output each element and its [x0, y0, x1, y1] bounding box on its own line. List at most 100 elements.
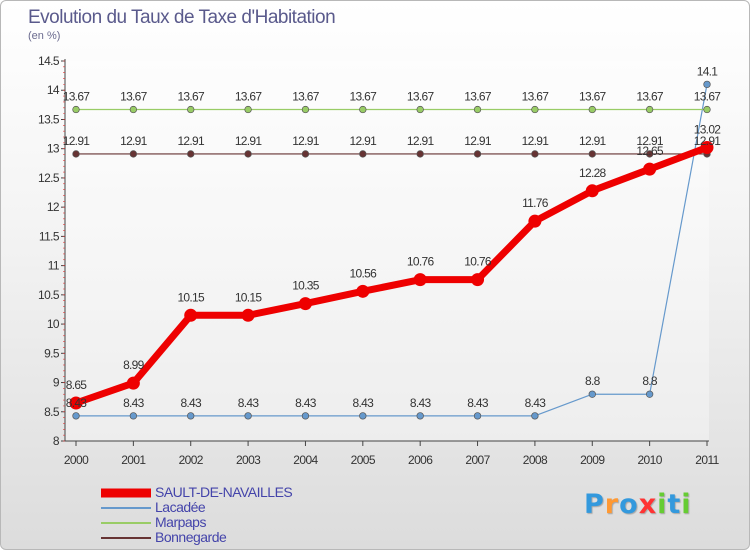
data-label: 12.91	[407, 134, 435, 148]
data-label: 13.67	[292, 90, 320, 104]
data-point	[531, 150, 539, 158]
data-point	[129, 105, 138, 114]
data-label: 13.67	[636, 90, 664, 104]
y-tick-label: 8	[53, 434, 60, 448]
x-tick-label: 2010	[637, 453, 662, 467]
series-line	[75, 83, 708, 417]
y-tick-label: 14.5	[38, 54, 60, 68]
data-point	[703, 80, 711, 89]
y-tick-label: 9.5	[44, 346, 60, 360]
legend-swatch-bonnegarde	[101, 536, 151, 539]
x-tick-label: 2009	[580, 453, 605, 467]
logo-letter: x	[638, 489, 658, 520]
data-point	[700, 141, 714, 155]
y-tick-label: 12	[47, 200, 60, 214]
x-tick-label: 2001	[121, 453, 146, 467]
legend-item-bonnegarde: Bonnegarde	[101, 529, 361, 545]
chart-title: Evolution du Taux de Taxe d'Habitation	[28, 7, 336, 28]
data-point	[244, 150, 252, 158]
x-tick-label: 2005	[351, 453, 376, 467]
legend-item-lacadee: Lacadée	[101, 499, 361, 515]
y-tick-label: 11	[48, 259, 60, 273]
x-tick-label: 2004	[293, 453, 318, 467]
x-tick-label: 2003	[236, 453, 261, 467]
data-label: 13.67	[350, 90, 378, 104]
legend-swatch-lacadee	[101, 506, 151, 509]
y-tick-label: 10	[47, 317, 60, 331]
data-point	[531, 105, 539, 114]
legend: SAULT-DE-NAVAILLES Lacadée Marpaps Bonne…	[101, 484, 361, 545]
data-label: 12.91	[579, 134, 607, 148]
data-point	[359, 150, 367, 158]
data-label: 10.56	[350, 266, 378, 280]
data-point	[643, 162, 657, 176]
legend-swatch-sault	[101, 488, 151, 497]
data-label: 14.1	[697, 64, 719, 78]
data-point	[416, 105, 424, 114]
data-point	[356, 284, 370, 298]
data-label: 12.65	[636, 144, 664, 158]
data-point	[298, 297, 312, 311]
logo-letter: i	[681, 489, 692, 520]
data-point	[588, 390, 596, 398]
logo-letter: t	[667, 489, 682, 520]
y-tick-label: 13	[47, 142, 60, 156]
y-tick-label: 14	[47, 83, 60, 97]
data-label: 8.43	[410, 396, 432, 410]
data-point	[301, 105, 310, 114]
x-tick-label: 2006	[408, 453, 433, 467]
data-label: 8.65	[66, 378, 88, 392]
data-label: 12.91	[694, 134, 722, 148]
y-tick-label: 9	[53, 376, 60, 390]
x-tick-label: 2002	[179, 453, 204, 467]
data-point	[585, 184, 599, 198]
x-tick-label: 2007	[465, 453, 490, 467]
data-point	[72, 105, 80, 114]
proxiti-logo: Proxiti	[584, 489, 692, 520]
data-point	[241, 308, 255, 322]
data-label: 13.02	[694, 123, 722, 137]
data-label: 12.91	[120, 134, 148, 148]
data-point	[301, 412, 310, 420]
data-point	[703, 105, 711, 114]
data-label: 12.28	[579, 166, 607, 180]
data-label: 12.91	[522, 134, 550, 148]
data-label: 8.43	[238, 396, 260, 410]
data-label: 13.67	[177, 90, 205, 104]
y-tick-label: 11.5	[39, 229, 60, 243]
legend-swatch-marpaps	[101, 521, 151, 524]
data-label: 8.8	[642, 374, 658, 388]
data-point	[359, 105, 367, 114]
data-point	[72, 150, 80, 158]
data-point	[531, 412, 539, 420]
data-label: 12.91	[292, 134, 320, 148]
data-point	[126, 376, 140, 390]
data-label: 8.43	[66, 396, 88, 410]
data-label: 10.76	[407, 255, 435, 269]
legend-label-bonnegarde: Bonnegarde	[155, 529, 227, 545]
data-label: 12.91	[235, 134, 263, 148]
data-point	[129, 412, 138, 420]
legend-item-marpaps: Marpaps	[101, 514, 361, 530]
data-point	[187, 150, 195, 158]
logo-letter: r	[604, 489, 620, 520]
logo-letter: o	[619, 489, 639, 520]
data-label: 12.91	[464, 134, 492, 148]
data-label: 13.67	[120, 90, 148, 104]
data-label: 12.91	[636, 134, 664, 148]
data-label: 8.43	[180, 396, 202, 410]
data-point	[473, 150, 482, 158]
data-point	[187, 412, 195, 420]
data-point	[645, 390, 654, 398]
data-label: 13.67	[407, 90, 435, 104]
y-tick-label: 13.5	[38, 112, 60, 126]
data-label: 8.8	[585, 374, 601, 388]
data-point	[72, 412, 80, 420]
y-tick-label: 10.5	[38, 288, 60, 302]
y-tick-label: 8.5	[44, 405, 60, 419]
data-point	[244, 412, 252, 420]
data-point	[184, 308, 198, 322]
data-label: 13.67	[464, 90, 492, 104]
data-point	[416, 150, 424, 158]
